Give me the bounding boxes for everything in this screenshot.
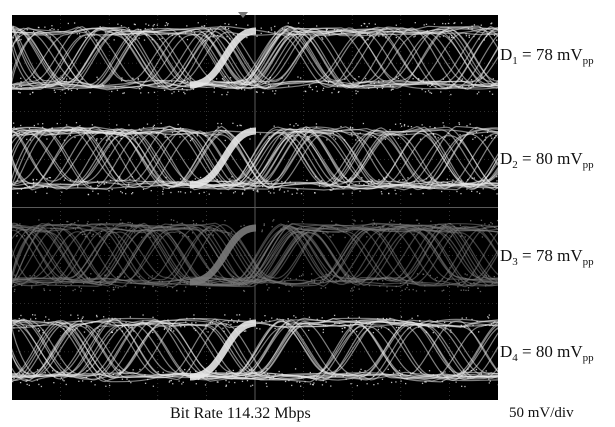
channel-subscript: 1: [512, 55, 518, 67]
bit-rate-label: Bit Rate 114.32 Mbps: [170, 405, 311, 422]
channel-subscript: 4: [512, 352, 518, 364]
trace-channel-4: [12, 314, 498, 388]
oscilloscope-screen: [12, 15, 498, 400]
channel-label-d4: D4 = 80 mVpp: [500, 342, 594, 364]
channel-letter: D: [500, 45, 513, 64]
trace-channel-2: [12, 122, 498, 196]
channel-label-d2: D2 = 80 mVpp: [500, 149, 594, 171]
channel-label-d3: D3 = 78 mVpp: [500, 246, 594, 268]
channel-letter: D: [500, 246, 513, 265]
channel-letter: D: [500, 342, 513, 361]
unit-subscript: pp: [582, 256, 594, 268]
channel-subscript: 2: [512, 159, 518, 171]
channel-amplitude: = 78 mV: [517, 246, 583, 265]
channel-amplitude: = 80 mV: [517, 149, 583, 168]
channel-letter: D: [500, 149, 513, 168]
eye-diagram-plot: [12, 15, 498, 400]
channel-amplitude: = 80 mV: [517, 342, 583, 361]
unit-subscript: pp: [582, 352, 594, 364]
channel-label-d1: D1 = 78 mVpp: [500, 45, 594, 67]
unit-subscript: pp: [582, 55, 594, 67]
channel-subscript: 3: [512, 256, 518, 268]
trace-channel-1: [12, 22, 498, 96]
trace-channel-3: [12, 219, 498, 293]
trigger-marker-icon: [238, 12, 248, 18]
unit-subscript: pp: [582, 159, 594, 171]
vertical-scale-label: 50 mV/div: [509, 405, 574, 421]
channel-amplitude: = 78 mV: [517, 45, 583, 64]
